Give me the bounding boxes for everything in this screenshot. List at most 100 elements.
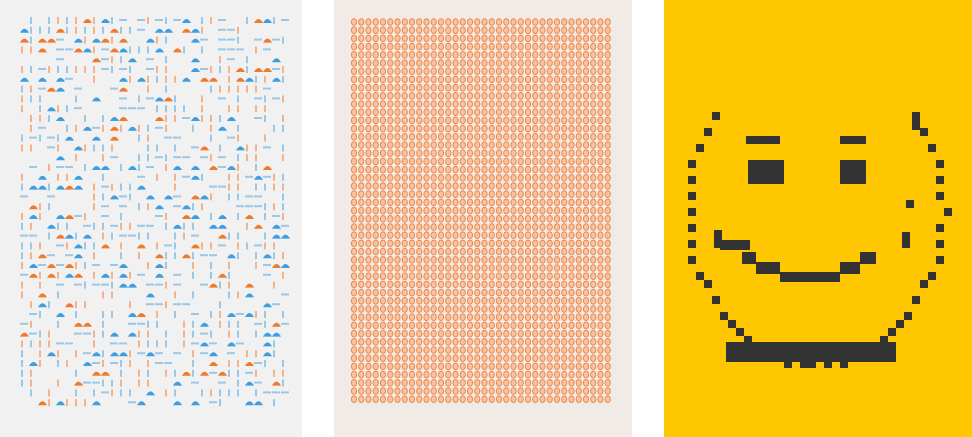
oval-mark — [590, 215, 597, 223]
oval-mark — [466, 354, 474, 363]
oval-mark — [401, 297, 408, 305]
oval-mark — [604, 18, 611, 26]
glyph-mark — [219, 85, 221, 93]
oval-mark — [466, 67, 474, 75]
glyph-mark — [191, 195, 200, 200]
glyph-mark — [237, 379, 239, 387]
oval-mark — [503, 83, 510, 92]
oval-mark — [365, 264, 372, 272]
oval-mark — [379, 133, 387, 141]
oval-mark — [437, 231, 445, 239]
oval-mark — [553, 247, 561, 256]
glyph-mark — [65, 136, 74, 141]
oval-mark — [358, 182, 365, 190]
oval-mark — [423, 34, 430, 43]
glyph-mark — [246, 144, 248, 152]
oval-mark — [358, 133, 365, 141]
oval-mark — [481, 108, 488, 116]
oval-mark — [532, 288, 539, 297]
glyph-mark — [173, 166, 182, 170]
oval-mark — [524, 223, 532, 231]
oval-mark — [408, 100, 416, 108]
oval-mark — [524, 100, 532, 108]
glyph-mark — [254, 362, 262, 364]
glyph-mark — [110, 87, 118, 90]
glyph-mark — [218, 19, 226, 21]
oval-mark — [517, 272, 524, 281]
oval-mark — [575, 116, 582, 125]
glyph-mark — [84, 242, 86, 250]
oval-mark — [452, 387, 459, 395]
oval-mark — [590, 51, 597, 59]
oval-mark — [379, 338, 387, 346]
glyph-mark — [264, 105, 266, 113]
face-outline-pixel — [696, 144, 704, 152]
oval-mark — [466, 297, 474, 305]
glyph-mark — [237, 291, 239, 299]
glyph-mark — [66, 66, 68, 73]
oval-mark — [590, 182, 597, 190]
oval-mark — [408, 280, 416, 289]
oval-mark — [394, 362, 401, 371]
oval-mark — [452, 174, 459, 182]
face-outline-pixel — [920, 280, 928, 288]
oval-mark — [488, 338, 495, 346]
glyph-mark — [264, 75, 266, 83]
oval-mark — [582, 108, 590, 116]
oval-mark — [459, 75, 466, 84]
oval-mark — [553, 215, 561, 223]
oval-mark — [503, 379, 510, 387]
oval-mark — [437, 329, 445, 338]
glyph-mark — [228, 389, 230, 397]
glyph-mark — [236, 68, 245, 72]
glyph-mark — [38, 303, 47, 308]
glyph-mark — [65, 166, 73, 168]
glyph-mark — [129, 193, 131, 201]
glyph-mark — [57, 360, 59, 367]
oval-mark — [379, 264, 387, 272]
glyph-mark — [273, 173, 275, 181]
oval-mark — [423, 108, 430, 116]
oval-mark — [452, 83, 459, 92]
oval-mark — [495, 288, 503, 297]
oval-mark — [604, 247, 611, 256]
oval-mark — [394, 313, 401, 322]
glyph-mark — [84, 26, 86, 34]
oval-mark — [430, 157, 437, 166]
oval-mark — [401, 26, 408, 35]
oval-mark — [568, 223, 575, 231]
glyph-mark — [164, 136, 172, 139]
oval-mark — [474, 67, 481, 75]
oval-mark — [582, 379, 590, 387]
glyph-mark — [245, 381, 254, 386]
oval-mark — [546, 157, 553, 166]
oval-mark — [416, 59, 423, 67]
glyph-mark — [38, 126, 46, 129]
oval-mark — [539, 215, 546, 223]
glyph-mark — [156, 66, 158, 73]
oval-mark — [582, 198, 590, 207]
oval-mark — [532, 313, 539, 322]
glyph-mark — [29, 136, 37, 139]
oval-mark — [387, 272, 394, 281]
glyph-mark — [84, 262, 86, 269]
oval-mark — [350, 174, 358, 182]
oval-mark — [561, 141, 568, 149]
oval-mark — [553, 141, 561, 149]
oval-mark — [423, 370, 430, 379]
oval-mark — [408, 141, 416, 149]
oval-mark — [517, 346, 524, 354]
oval-mark — [416, 239, 423, 248]
glyph-mark — [164, 362, 172, 364]
oval-mark — [597, 305, 604, 313]
glyph-mark — [237, 85, 239, 93]
oval-mark — [452, 133, 459, 141]
glyph-mark — [173, 205, 181, 208]
glyph-mark — [75, 17, 77, 24]
oval-mark — [408, 313, 416, 322]
oval-mark — [372, 83, 379, 92]
oval-mark — [401, 100, 408, 108]
glyph-mark — [209, 224, 218, 229]
oval-mark — [517, 379, 524, 387]
oval-mark — [604, 346, 611, 354]
